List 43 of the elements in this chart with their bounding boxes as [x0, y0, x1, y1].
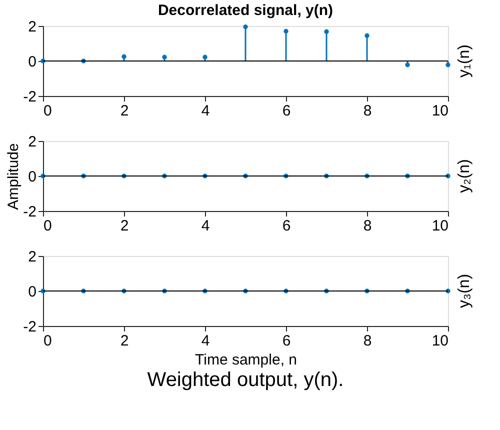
y-tick-label: 0 — [28, 168, 36, 186]
y-tick-label: 2 — [28, 18, 36, 36]
y-tick-label: -2 — [23, 318, 36, 336]
x-tick-label: 2 — [120, 332, 129, 350]
x-axis-title: Time sample, n — [195, 352, 297, 368]
x-tick-label: 10 — [432, 332, 448, 350]
x-tick-label: 2 — [120, 218, 129, 234]
x-tick-label: 10 — [432, 218, 448, 234]
y-tick-label: 2 — [28, 134, 36, 150]
y-tick-label: 0 — [28, 284, 36, 300]
point — [364, 33, 370, 38]
x-tick-label: 4 — [201, 218, 210, 234]
x-tick-label: 8 — [363, 102, 372, 120]
point — [162, 54, 167, 60]
point — [405, 62, 410, 68]
chart-title: Decorrelated signal, y(n) — [158, 2, 334, 19]
x-tick-label: 8 — [363, 218, 372, 234]
x-tick-label: 4 — [201, 102, 210, 120]
y2-axis-title: y₁(n) — [456, 44, 473, 78]
y2-axis-title: y₂(n) — [456, 159, 473, 193]
point — [446, 62, 450, 68]
point — [122, 54, 126, 59]
x-tick-label: 2 — [120, 102, 129, 120]
x-tick-label: 4 — [201, 332, 210, 350]
y-tick-label: 0 — [28, 54, 36, 70]
x-tick-label: 6 — [282, 102, 291, 120]
y-axis-title: Amplitude — [5, 143, 22, 210]
y-tick-label: 2 — [28, 248, 36, 266]
x-tick-label: 6 — [282, 332, 291, 350]
x-tick-label: 0 — [44, 102, 52, 120]
point — [202, 54, 208, 60]
point — [324, 29, 329, 34]
x-tick-label: 10 — [432, 102, 448, 120]
x-tick-label: 0 — [44, 218, 52, 234]
y-tick-label: -2 — [23, 88, 36, 106]
y-tick-label: -2 — [23, 204, 36, 220]
point — [284, 28, 288, 34]
text: Weighted output, y(n). — [147, 369, 344, 391]
point — [243, 24, 248, 30]
x-tick-label: 6 — [282, 218, 291, 234]
y2-axis-title: y₃(n) — [456, 274, 473, 308]
x-tick-label: 0 — [44, 332, 52, 350]
x-tick-label: 8 — [363, 332, 372, 350]
